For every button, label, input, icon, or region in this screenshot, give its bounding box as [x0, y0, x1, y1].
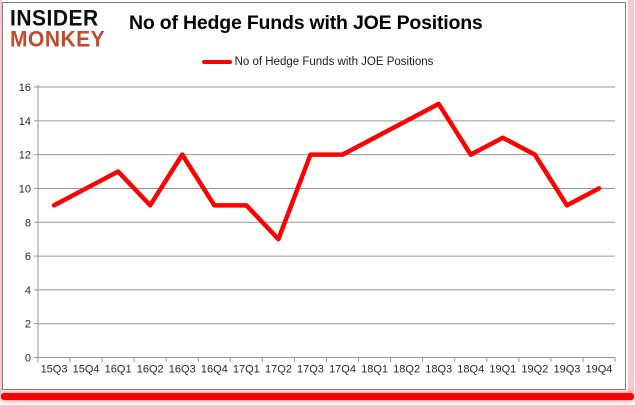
x-axis-label: 18Q4	[457, 364, 484, 376]
x-axis-label: 15Q3	[41, 364, 68, 376]
x-axis-label: 17Q2	[265, 364, 292, 376]
y-axis-label: 16	[19, 82, 31, 94]
logo-insider-text: INSIDER	[10, 6, 99, 31]
legend-line-swatch	[201, 59, 232, 65]
page-edge-right	[628, 0, 634, 392]
y-axis-label: 12	[19, 150, 31, 162]
x-axis-label: 18Q3	[425, 364, 452, 376]
legend: No of Hedge Funds with JOE Positions	[0, 56, 635, 68]
y-axis-label: 0	[25, 353, 31, 365]
y-axis-label: 8	[25, 217, 31, 229]
chart-title: No of Hedge Funds with JOE Positions	[129, 12, 483, 34]
y-axis-label: 10	[19, 183, 31, 195]
chart-frame	[2, 2, 626, 390]
page-edge-left	[0, 0, 2, 392]
data-line	[51, 101, 602, 242]
x-axis-label: 19Q2	[521, 364, 548, 376]
x-axis-label: 16Q4	[201, 364, 228, 376]
y-axis-label: 6	[25, 251, 31, 263]
insider-monkey-logo: INSIDER MONKEY	[10, 6, 106, 52]
x-axis-label: 17Q1	[233, 364, 260, 376]
x-axis-label: 19Q3	[553, 364, 580, 376]
x-axis-label: 16Q3	[169, 364, 196, 376]
legend-label: No of Hedge Funds with JOE Positions	[234, 56, 434, 68]
y-axis-label: 2	[25, 319, 31, 331]
logo-monkey-text: MONKEY	[10, 27, 106, 52]
y-axis-label: 14	[19, 116, 31, 128]
x-axis-label: 18Q1	[361, 364, 388, 376]
x-axis-label: 16Q2	[137, 364, 164, 376]
x-axis-label: 16Q1	[105, 364, 132, 376]
x-axis-label: 15Q4	[73, 364, 100, 376]
x-axis-label: 19Q4	[586, 364, 613, 376]
x-axis-label: 19Q1	[489, 364, 516, 376]
x-axis-label: 18Q2	[393, 364, 420, 376]
x-axis-label: 17Q3	[297, 364, 324, 376]
bottom-red-bar	[1, 393, 634, 400]
y-axis-label: 4	[25, 285, 31, 297]
x-axis-label: 17Q4	[329, 364, 356, 376]
